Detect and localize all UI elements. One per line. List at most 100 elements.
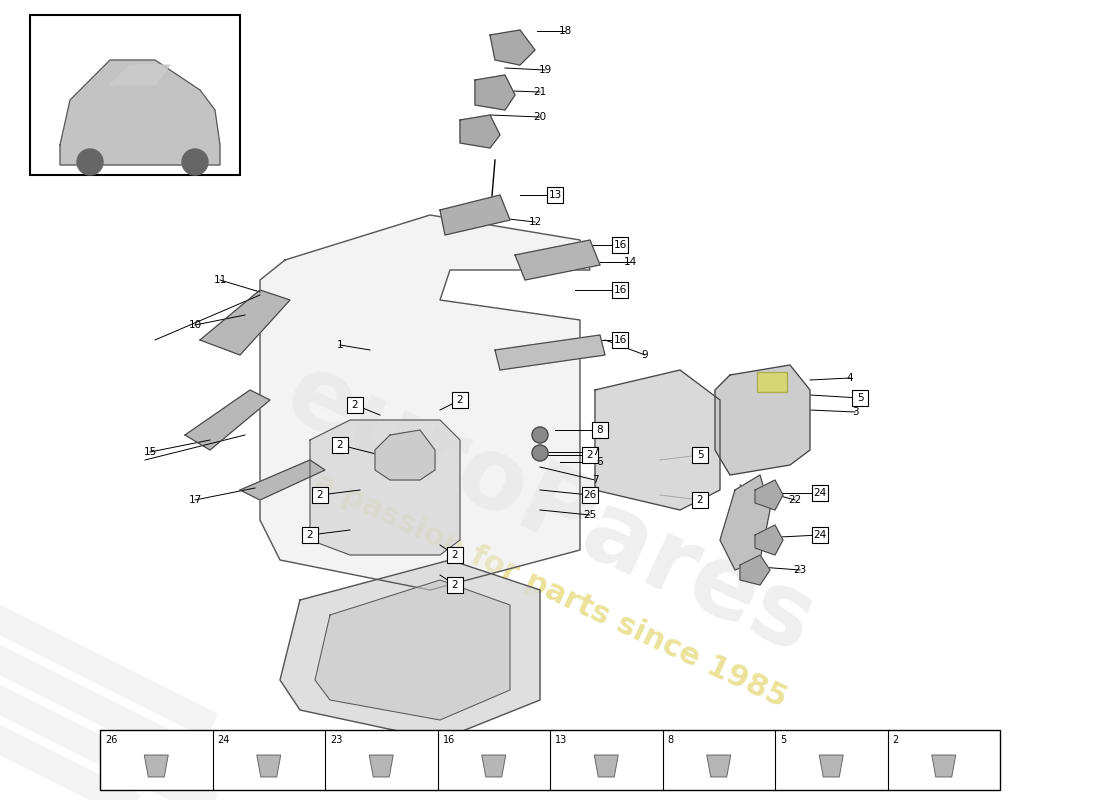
Polygon shape [515,240,600,280]
Text: 12: 12 [528,217,541,227]
Text: 16: 16 [442,735,454,745]
Polygon shape [755,480,783,510]
Polygon shape [256,755,280,777]
Polygon shape [740,555,770,585]
Text: 21: 21 [534,87,547,97]
Bar [100,730,1000,790]
Polygon shape [820,755,844,777]
Bar [582,447,598,463]
Polygon shape [460,115,500,148]
Text: 23: 23 [330,735,342,745]
Text: 2: 2 [696,495,703,505]
Bar [812,485,828,501]
Polygon shape [375,430,434,480]
Polygon shape [594,755,618,777]
Text: 24: 24 [813,530,826,540]
Polygon shape [240,460,324,500]
Polygon shape [482,755,506,777]
Polygon shape [144,755,168,777]
Text: 1: 1 [337,340,343,350]
Bar [452,392,468,408]
Polygon shape [185,390,270,450]
Text: 2: 2 [586,450,593,460]
Text: 5: 5 [857,393,864,403]
Text: 17: 17 [188,495,201,505]
Text: 2: 2 [456,395,463,405]
Text: 13: 13 [556,735,568,745]
Text: 10: 10 [188,320,201,330]
Text: 4: 4 [847,373,854,383]
Text: 2: 2 [452,550,459,560]
Bar [612,282,628,298]
Text: 19: 19 [538,65,551,75]
Text: 5: 5 [780,735,786,745]
Bar [592,422,608,438]
Polygon shape [475,75,515,110]
Text: 16: 16 [614,285,627,295]
Circle shape [77,149,103,175]
Text: 11: 11 [213,275,227,285]
Text: euroPares: euroPares [271,346,829,674]
Bar [447,547,463,563]
Bar [757,372,786,392]
Bar [447,577,463,593]
Polygon shape [370,755,394,777]
Bar [302,527,318,543]
Polygon shape [440,195,510,235]
Text: 22: 22 [789,495,802,505]
Bar [812,527,828,543]
Text: 14: 14 [624,257,637,267]
Bar [346,397,363,413]
Polygon shape [755,525,783,555]
Text: 24: 24 [813,488,826,498]
Text: 3: 3 [851,407,858,417]
Text: 6: 6 [596,457,603,467]
Text: 13: 13 [549,190,562,200]
Text: 7: 7 [592,447,598,457]
Text: 8: 8 [668,735,673,745]
Bar [582,487,598,503]
Text: 9: 9 [641,350,648,360]
Text: 2: 2 [307,530,314,540]
Text: 2: 2 [352,400,359,410]
Bar [332,437,348,453]
Bar [852,390,868,406]
Circle shape [532,445,548,461]
Text: 16: 16 [614,240,627,250]
Circle shape [182,149,208,175]
Polygon shape [200,290,290,355]
Text: 2: 2 [317,490,323,500]
Polygon shape [315,580,510,720]
Bar [30,15,240,175]
Text: 8: 8 [596,425,603,435]
Polygon shape [715,365,810,475]
Text: 26: 26 [583,490,596,500]
Polygon shape [490,30,535,65]
Polygon shape [932,755,956,777]
Circle shape [532,427,548,443]
Bar [612,332,628,348]
Polygon shape [595,370,720,510]
Polygon shape [720,475,770,570]
Text: 5: 5 [696,450,703,460]
Bar [547,187,563,203]
Text: 18: 18 [559,26,572,36]
Polygon shape [310,420,460,555]
Polygon shape [260,215,590,590]
Text: 15: 15 [143,447,156,457]
Text: 23: 23 [793,565,806,575]
Text: 7: 7 [592,475,598,485]
Text: 2: 2 [892,735,899,745]
Bar [312,487,328,503]
Polygon shape [60,60,220,165]
Text: 25: 25 [583,510,596,520]
Polygon shape [706,755,730,777]
Polygon shape [110,65,170,85]
Text: 2: 2 [337,440,343,450]
Text: a passion for parts since 1985: a passion for parts since 1985 [309,467,791,713]
Text: 16: 16 [614,335,627,345]
Bar [692,492,708,508]
Polygon shape [495,335,605,370]
Text: 24: 24 [218,735,230,745]
Text: 20: 20 [534,112,547,122]
